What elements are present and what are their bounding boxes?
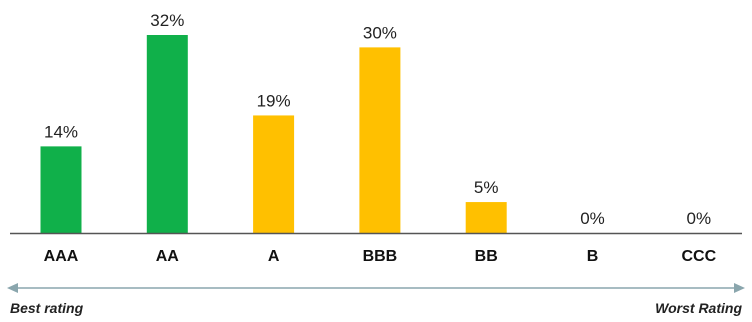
value-label-bbb: 30% xyxy=(363,23,397,42)
rating-scale-arrow xyxy=(7,283,745,293)
arrow-right-head-icon xyxy=(734,283,745,293)
value-label-aaa: 14% xyxy=(44,122,78,141)
value-label-ccc: 0% xyxy=(687,209,712,228)
category-label-aaa: AAA xyxy=(44,248,79,265)
category-labels-group: AAA AA A BBB BB B CCC xyxy=(44,248,717,265)
worst-rating-label: Worst Rating xyxy=(655,300,742,316)
value-label-b: 0% xyxy=(580,209,605,228)
category-label-bbb: BBB xyxy=(363,248,398,265)
bar-a xyxy=(253,115,295,233)
category-label-aa: AA xyxy=(156,248,180,265)
category-label-ccc: CCC xyxy=(681,248,716,265)
category-label-bb: BB xyxy=(475,248,498,265)
category-label-a: A xyxy=(268,248,280,265)
value-labels-group: 14% 32% 19% 30% 5% 0% 0% xyxy=(44,11,711,228)
best-rating-label: Best rating xyxy=(10,300,84,316)
value-label-a: 19% xyxy=(257,91,291,110)
bar-bb xyxy=(465,202,507,233)
bar-bbb xyxy=(359,47,401,233)
category-label-b: B xyxy=(587,248,599,265)
bars-group xyxy=(40,35,507,233)
bar-aa xyxy=(146,35,188,233)
value-label-aa: 32% xyxy=(150,11,184,30)
bar-aaa xyxy=(40,146,82,233)
arrow-left-head-icon xyxy=(7,283,18,293)
value-label-bb: 5% xyxy=(474,178,499,197)
